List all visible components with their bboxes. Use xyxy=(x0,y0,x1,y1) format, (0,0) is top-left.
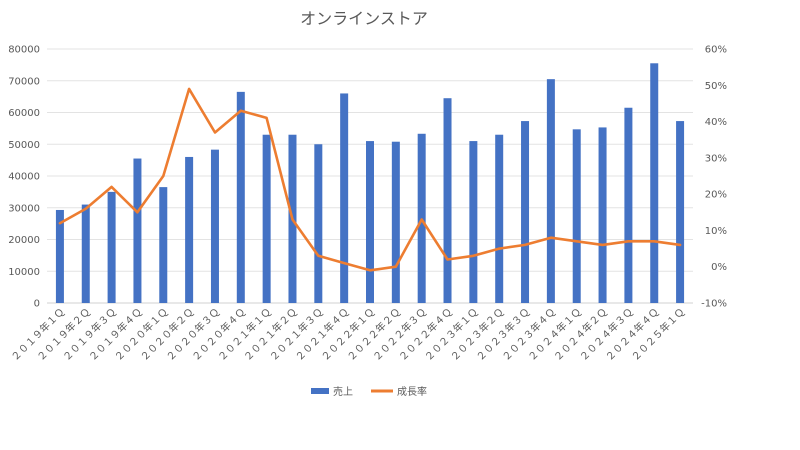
bar xyxy=(572,129,581,303)
left-tick-label: 20000 xyxy=(8,235,40,246)
bar xyxy=(262,134,271,303)
bar xyxy=(546,79,555,303)
left-tick-label: 10000 xyxy=(8,267,40,278)
legend-swatch-uriage xyxy=(311,388,329,394)
growth-rate-line xyxy=(58,87,682,272)
bar xyxy=(159,187,168,303)
bar xyxy=(624,107,633,303)
left-tick-label: 70000 xyxy=(8,76,40,87)
line-series-seichouritsu xyxy=(58,87,682,272)
left-tick-label: 30000 xyxy=(8,203,40,214)
bar xyxy=(314,144,323,303)
bar xyxy=(469,141,478,303)
right-axis: -10% 0% 10% 20% 30% 40% 50% 60% xyxy=(701,45,727,310)
bar xyxy=(55,209,64,303)
right-tick-label: 0% xyxy=(711,262,727,273)
right-tick-label: 40% xyxy=(705,117,727,128)
right-tick-label: 30% xyxy=(705,153,727,164)
bar xyxy=(210,149,219,303)
bar xyxy=(366,141,374,303)
left-tick-label: 50000 xyxy=(8,140,40,151)
left-tick-label: 40000 xyxy=(8,172,40,183)
bar xyxy=(598,127,607,303)
bar xyxy=(650,63,659,303)
x-axis: ２０１９年１Ｑ２０１９年２Ｑ２０１９年３Ｑ２０１９年４Ｑ２０２０年１Ｑ２０２０年… xyxy=(8,305,687,364)
right-tick-label: 60% xyxy=(705,45,727,56)
right-tick-label: 50% xyxy=(705,81,727,92)
right-tick-label: 10% xyxy=(705,226,727,237)
bar xyxy=(340,93,349,303)
bar xyxy=(81,204,90,303)
legend: 売上 成長率 xyxy=(311,385,427,398)
bar xyxy=(676,121,685,303)
bar xyxy=(443,98,452,304)
bar xyxy=(521,121,530,303)
bar xyxy=(391,141,400,303)
left-axis: 0 10000 20000 30000 40000 50000 60000 70000 8000… xyxy=(8,45,40,310)
left-tick-label: 60000 xyxy=(8,108,40,119)
chart-title: オンラインストア xyxy=(300,9,428,28)
left-tick-label: 80000 xyxy=(8,45,40,56)
bar xyxy=(133,158,142,303)
legend-label-seichouritsu: 成長率 xyxy=(397,385,427,398)
right-tick-label: -10% xyxy=(701,299,727,310)
right-tick-label: 20% xyxy=(705,190,727,201)
bar xyxy=(236,91,245,303)
bar xyxy=(495,134,504,303)
bar xyxy=(185,156,194,303)
left-tick-label: 0 xyxy=(34,299,40,310)
bar xyxy=(107,191,116,303)
legend-label-uriage: 売上 xyxy=(333,385,353,398)
bar-series-uriage xyxy=(55,63,685,304)
